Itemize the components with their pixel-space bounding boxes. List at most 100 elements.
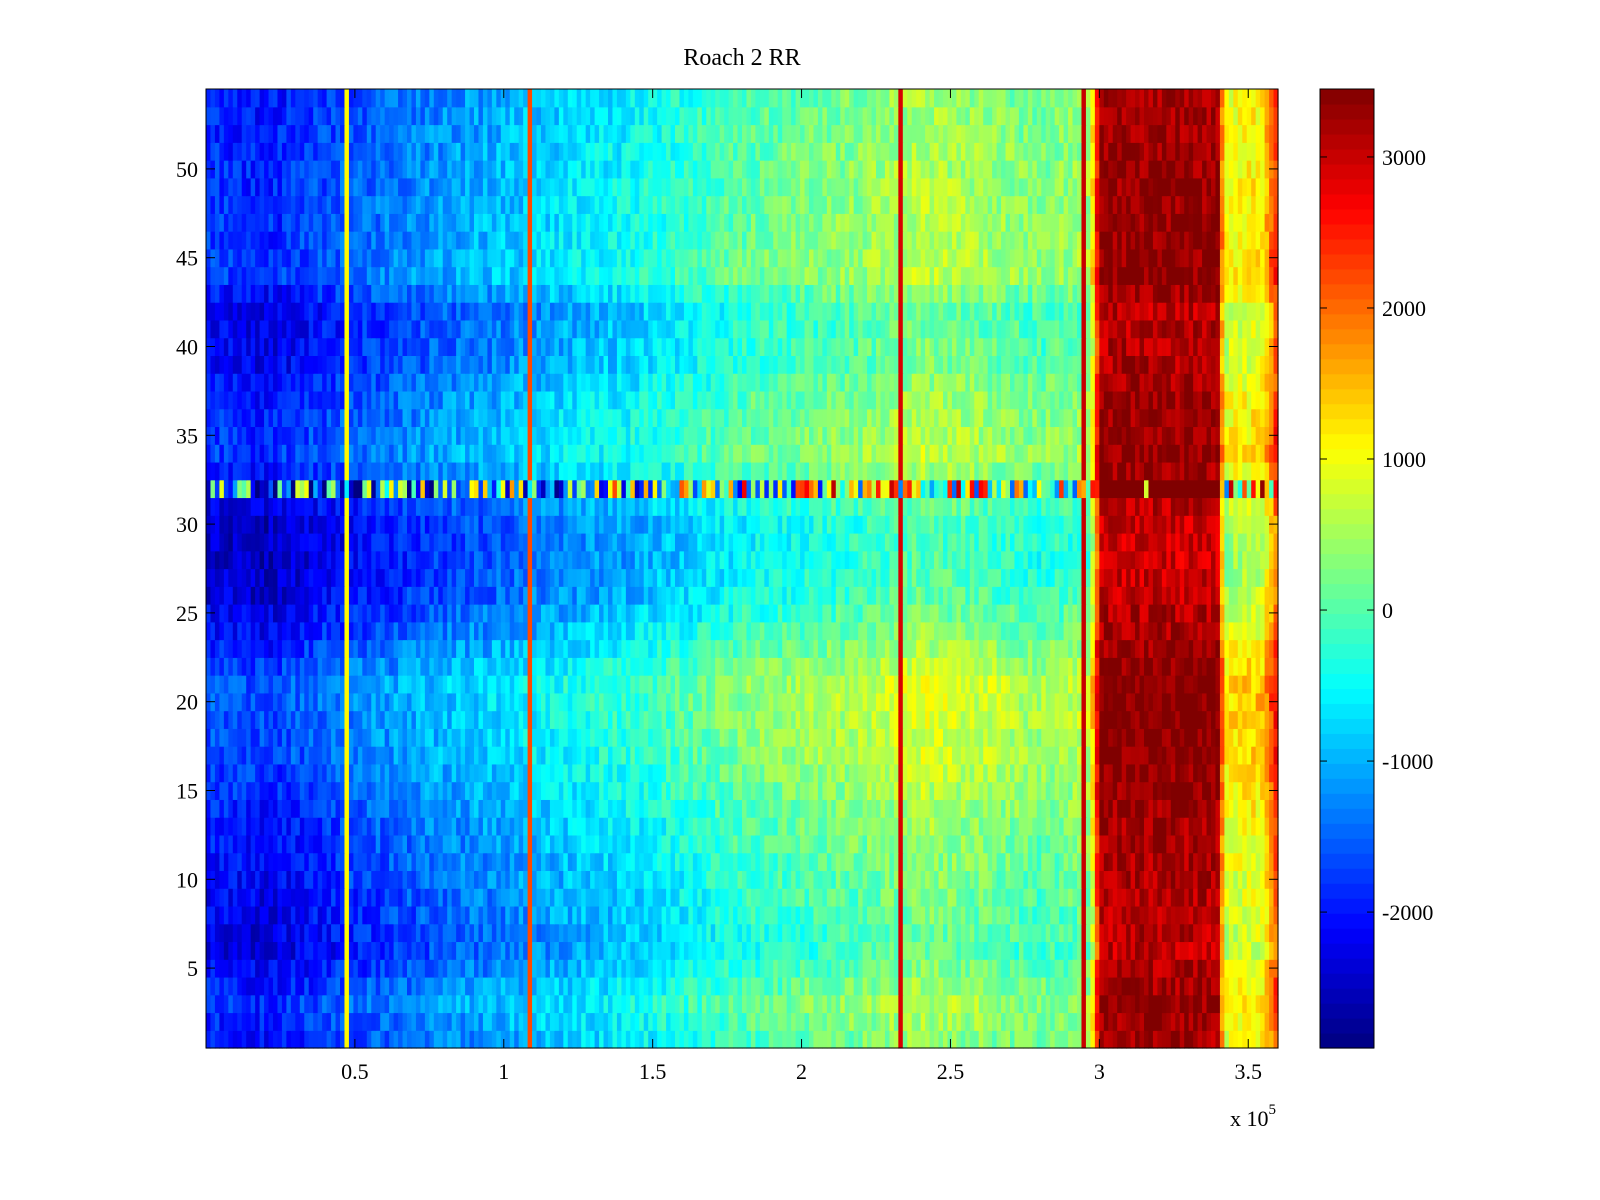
heatmap-cell [394, 1030, 399, 1048]
heatmap-cell [1055, 941, 1060, 959]
heatmap-cell [505, 924, 510, 942]
heatmap-cell [559, 977, 564, 995]
heatmap-cell [885, 675, 890, 693]
heatmap-cell [541, 746, 546, 764]
heatmap-cell [930, 675, 935, 693]
heatmap-cell [532, 995, 537, 1013]
heatmap-cell [836, 728, 841, 746]
heatmap-cell [604, 924, 609, 942]
heatmap-cell [965, 941, 970, 959]
heatmap-cell [751, 924, 756, 942]
heatmap-cell [300, 764, 305, 782]
heatmap-cell [210, 1012, 215, 1030]
heatmap-cell [210, 817, 215, 835]
heatmap-cell [219, 799, 224, 817]
heatmap-cell [675, 1030, 680, 1048]
heatmap-cell [407, 782, 412, 800]
heatmap-cell [644, 941, 649, 959]
heatmap-cell [340, 924, 345, 942]
heatmap-cell [1224, 764, 1229, 782]
heatmap-cell [420, 728, 425, 746]
heatmap-cell [340, 764, 345, 782]
heatmap-cell [1198, 782, 1203, 800]
heatmap-cell [1006, 924, 1011, 942]
heatmap-cell [684, 693, 689, 711]
heatmap-cell [313, 959, 318, 977]
heatmap-cell [300, 835, 305, 853]
heatmap-cell [1153, 835, 1158, 853]
heatmap-cell [251, 728, 256, 746]
heatmap-cell [277, 853, 282, 871]
heatmap-cell [519, 835, 524, 853]
heatmap-cell [711, 906, 716, 924]
heatmap-cell [563, 888, 568, 906]
heatmap-cell [572, 764, 577, 782]
heatmap-cell [282, 870, 287, 888]
heatmap-cell [371, 977, 376, 995]
heatmap-cell [474, 835, 479, 853]
heatmap-cell [273, 870, 278, 888]
heatmap-cell [997, 711, 1002, 729]
heatmap-cell [380, 746, 385, 764]
heatmap-cell [358, 693, 363, 711]
heatmap-cell [407, 799, 412, 817]
heatmap-cell [590, 941, 595, 959]
heatmap-cell [979, 977, 984, 995]
heatmap-cell [501, 799, 506, 817]
heatmap-cell [1233, 835, 1238, 853]
heatmap-cell [1256, 995, 1261, 1013]
heatmap-cell [912, 799, 917, 817]
heatmap-cell [706, 835, 711, 853]
heatmap-row [206, 693, 1279, 711]
heatmap-cell [519, 817, 524, 835]
heatmap-cell [782, 959, 787, 977]
heatmap-cell [697, 675, 702, 693]
heatmap-cell [818, 675, 823, 693]
heatmap-cell [260, 924, 265, 942]
heatmap-cell [237, 1012, 242, 1030]
heatmap-cell [1189, 995, 1194, 1013]
heatmap-cell [697, 888, 702, 906]
heatmap-cell [746, 782, 751, 800]
heatmap-cell [1006, 959, 1011, 977]
heatmap-cell [371, 782, 376, 800]
heatmap-cell [791, 888, 796, 906]
heatmap-cell [304, 906, 309, 924]
heatmap-cell [483, 728, 488, 746]
heatmap-cell [653, 693, 658, 711]
heatmap-cell [1215, 835, 1220, 853]
heatmap-cell [523, 693, 528, 711]
heatmap-cell [224, 959, 229, 977]
heatmap-cell [997, 764, 1002, 782]
heatmap-cell [782, 782, 787, 800]
heatmap-cell [921, 711, 926, 729]
heatmap-cell [822, 693, 827, 711]
heatmap-cell [210, 764, 215, 782]
heatmap-cell [880, 728, 885, 746]
heatmap-cell [930, 995, 935, 1013]
heatmap-cell [501, 941, 506, 959]
heatmap-cell [554, 924, 559, 942]
heatmap-cell [612, 870, 617, 888]
heatmap-cell [916, 1012, 921, 1030]
heatmap-cell [939, 906, 944, 924]
heatmap-cell [1131, 959, 1136, 977]
heatmap-cell [492, 711, 497, 729]
heatmap-cell [1157, 728, 1162, 746]
heatmap-cell [715, 764, 720, 782]
heatmap-cell [1260, 870, 1265, 888]
heatmap-cell [738, 853, 743, 871]
heatmap-cell [974, 728, 979, 746]
heatmap-cell [1077, 746, 1082, 764]
heatmap-cell [295, 817, 300, 835]
heatmap-cell [724, 959, 729, 977]
heatmap-cell [907, 853, 912, 871]
heatmap-cell [1001, 995, 1006, 1013]
heatmap-cell [840, 693, 845, 711]
heatmap-cell [885, 959, 890, 977]
heatmap-cell [483, 799, 488, 817]
heatmap-cell [478, 835, 483, 853]
heatmap-cell [729, 1012, 734, 1030]
heatmap-cell [621, 888, 626, 906]
heatmap-cell [1175, 924, 1180, 942]
